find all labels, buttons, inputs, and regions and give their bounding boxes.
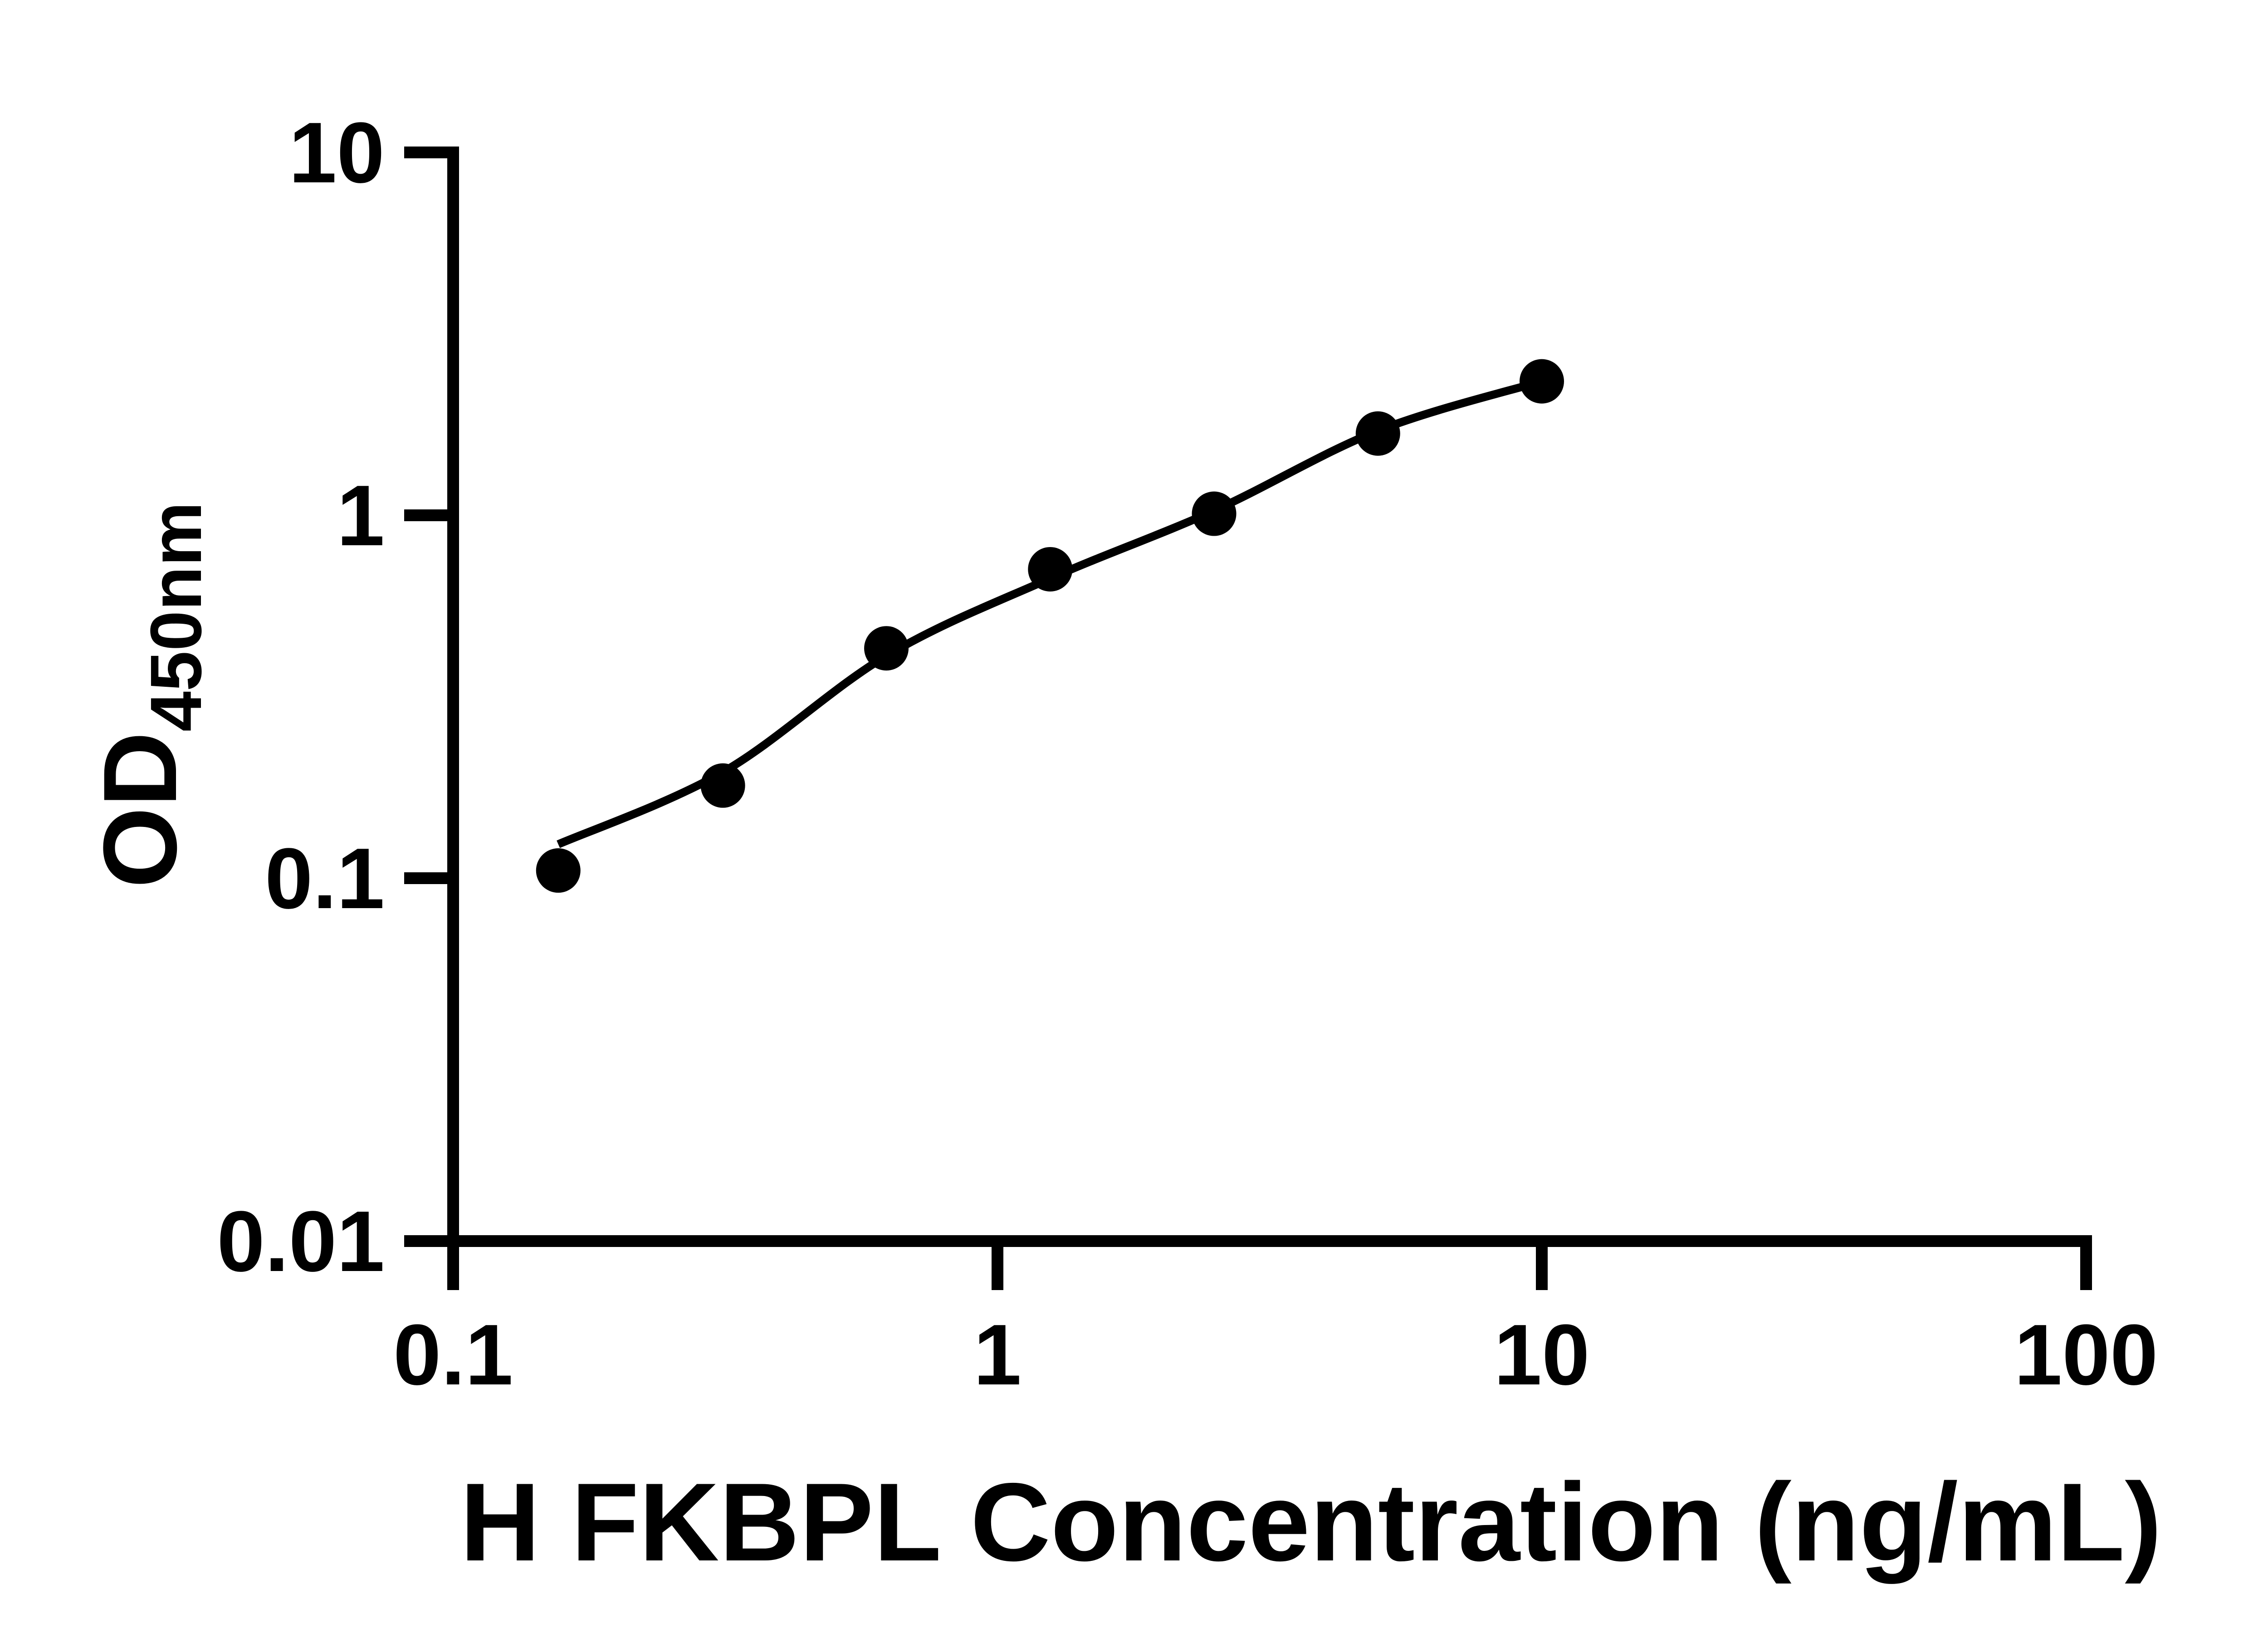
y-axis-title-subscript: 450nm [135, 502, 216, 732]
data-point [1028, 547, 1073, 592]
y-axis-title-main: OD [82, 732, 198, 888]
data-point [1520, 359, 1564, 404]
data-point [864, 626, 909, 671]
y-axis-title: OD450nm [82, 502, 216, 888]
x-axis-title: H FKBPL Concentration (ng/mL) [460, 1460, 2162, 1584]
data-point [536, 848, 581, 893]
y-tick-label: 0.01 [217, 1193, 385, 1290]
x-tick-label: 1 [973, 1307, 1022, 1403]
data-point [1192, 491, 1237, 536]
y-tick-label: 0.1 [265, 831, 385, 927]
x-tick-label: 100 [2014, 1307, 2158, 1403]
data-point [1355, 411, 1400, 456]
x-tick-label: 10 [1494, 1307, 1589, 1403]
x-tick-label: 0.1 [393, 1307, 513, 1403]
data-point [700, 763, 745, 808]
y-tick-label: 10 [289, 105, 385, 201]
y-tick-label: 1 [337, 468, 385, 564]
